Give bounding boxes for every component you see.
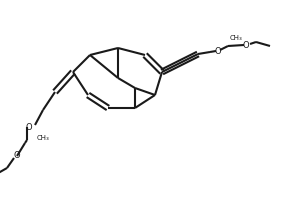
Text: CH₃: CH₃	[230, 35, 243, 41]
Text: CH₃: CH₃	[37, 135, 50, 141]
Text: O: O	[215, 47, 221, 55]
Text: O: O	[14, 152, 20, 161]
Text: O: O	[243, 41, 249, 50]
Text: O: O	[26, 122, 32, 132]
